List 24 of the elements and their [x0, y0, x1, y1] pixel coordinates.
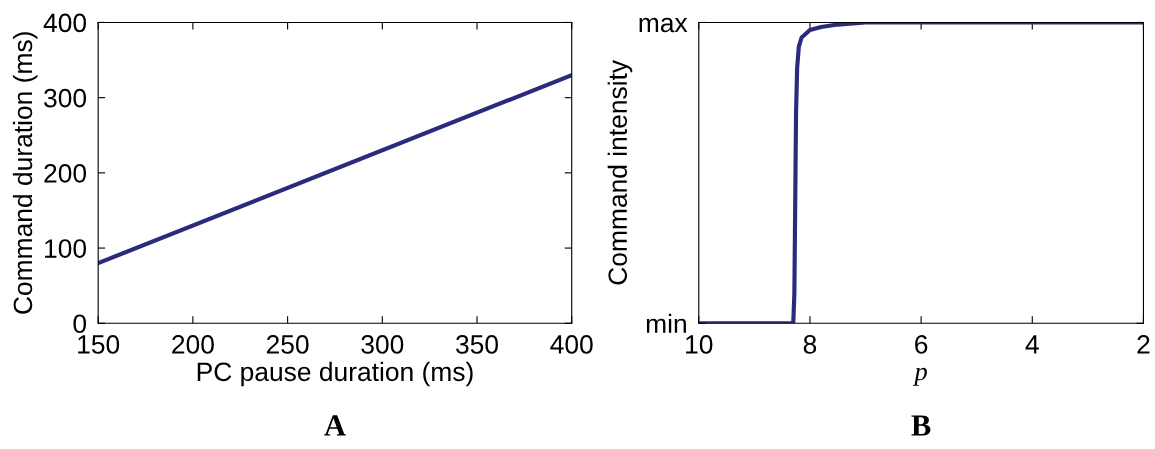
text: A	[324, 415, 346, 436]
x-tick-label: 300	[361, 335, 404, 354]
y-tick-label: 0	[73, 314, 87, 334]
y-tick-label: 300	[44, 88, 87, 108]
x-tick-label: 8	[803, 335, 817, 354]
y-axis-title: Command intensity	[607, 59, 633, 285]
y-axis-title: Command duration (ms)	[12, 32, 38, 314]
y-tick-label: 100	[45, 239, 87, 258]
text: min	[646, 313, 686, 333]
text: max	[639, 17, 688, 33]
x-axis-title: PC pause duration (ms)	[197, 361, 473, 387]
x-tick-label: 150	[78, 335, 120, 354]
x-tick-label: 200	[172, 335, 214, 354]
x-axis-title: p	[912, 367, 927, 386]
y-tick-label: 400	[43, 13, 87, 33]
x-tick-label: 2	[1137, 335, 1150, 354]
y-tick-label: 200	[44, 164, 87, 183]
x-tick-label: 4	[1025, 335, 1039, 354]
text: B	[911, 415, 931, 436]
x-tick-label: 10	[686, 335, 713, 354]
x-tick-label: 350	[456, 335, 498, 354]
x-tick-label: 400	[550, 335, 593, 354]
x-tick-label: 250	[266, 335, 309, 354]
x-tick-label: 6	[915, 335, 928, 354]
